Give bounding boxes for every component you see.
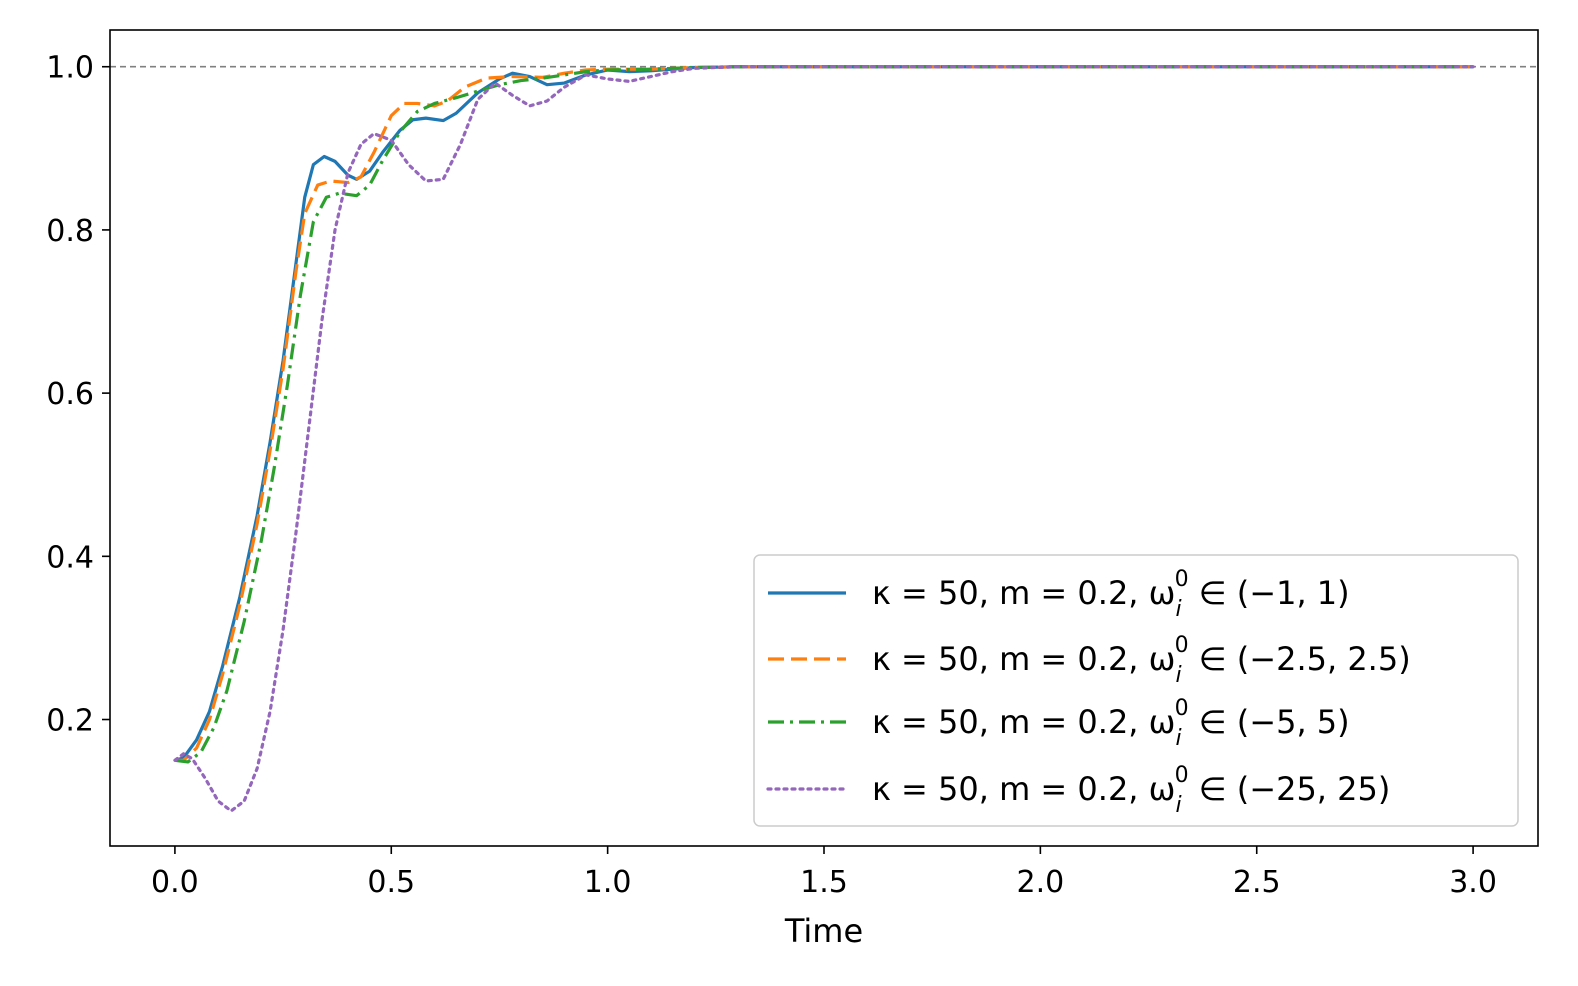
y-tick-label: 1.0: [46, 51, 94, 86]
x-tick-label: 1.5: [800, 865, 848, 900]
y-tick-label: 0.2: [46, 704, 94, 739]
series-line-4: [173, 65, 1475, 813]
series-layer: [173, 65, 1475, 813]
x-tick-label: 2.0: [1017, 865, 1065, 900]
x-axis: 0.0 0.5 1.0 1.5 2.0 2.5 3.0: [151, 846, 1497, 900]
legend-label-2: κ = 50, m = 0.2, ωi0 ∈ (−2.5, 2.5): [872, 633, 1411, 688]
legend-label-3: κ = 50, m = 0.2, ωi0 ∈ (−5, 5): [872, 696, 1350, 751]
y-tick-label: 0.8: [46, 214, 94, 249]
x-axis-label: Time: [784, 912, 863, 950]
y-tick-label: 0.4: [46, 540, 94, 575]
series-line-3: [174, 65, 1474, 764]
x-tick-label: 3.0: [1449, 865, 1497, 900]
legend: κ = 50, m = 0.2, ωi0 ∈ (−1, 1) κ = 50, m …: [753, 554, 1519, 827]
legend-label-4: κ = 50, m = 0.2, ωi0 ∈ (−25, 25): [872, 763, 1390, 818]
legend-entries: κ = 50, m = 0.2, ωi0 ∈ (−1, 1) κ = 50, m …: [766, 567, 1411, 818]
series-line-2: [174, 65, 1474, 762]
y-tick-label: 0.6: [46, 377, 94, 412]
x-tick-label: 2.5: [1233, 865, 1281, 900]
x-tick-label: 0.5: [367, 865, 415, 900]
y-axis: 0.2 0.4 0.6 0.8 1.0: [46, 51, 110, 739]
x-tick-label: 0.0: [151, 865, 199, 900]
x-tick-label: 1.0: [584, 865, 632, 900]
legend-label-1: κ = 50, m = 0.2, ωi0 ∈ (−1, 1): [872, 567, 1350, 622]
legend-box: [753, 554, 1519, 827]
